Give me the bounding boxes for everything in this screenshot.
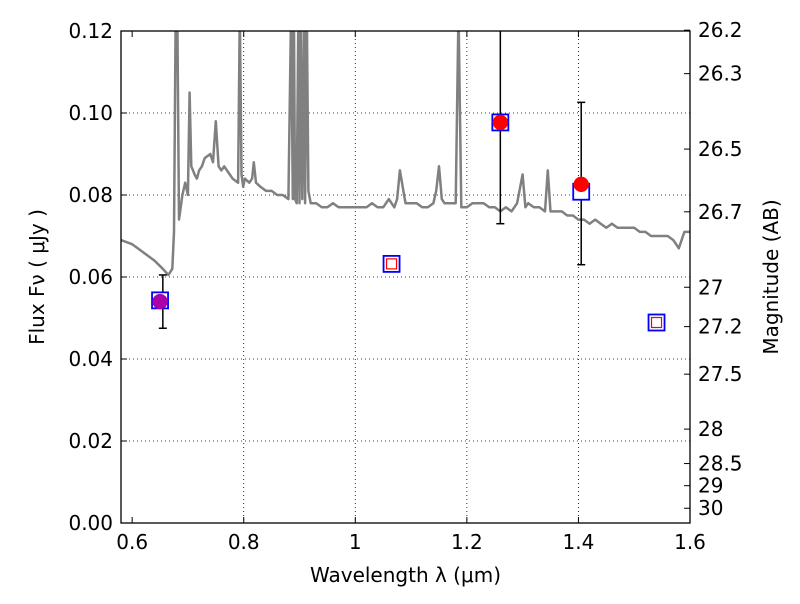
right-tick-label: 26.5 (698, 137, 743, 161)
model-square (650, 316, 663, 329)
photometry-square (382, 254, 401, 273)
y-tick-label: 0.06 (68, 265, 113, 289)
detection-point (152, 293, 168, 310)
right-tick-label: 30 (698, 496, 723, 520)
x-axis-title: Wavelength λ (μm) (310, 563, 501, 587)
photometry-square (647, 313, 666, 332)
right-tick-label: 26.2 (698, 18, 743, 42)
right-tick-label: 29 (698, 474, 723, 498)
model-square (385, 258, 398, 270)
right-tick-label: 27 (698, 275, 723, 299)
y-tick-label: 0.00 (68, 511, 113, 535)
y-tick-label: 0.12 (68, 19, 113, 43)
x-tick-label: 0.6 (116, 530, 148, 554)
right-tick-label: 28.5 (698, 452, 743, 476)
x-tick-label: 1 (349, 530, 362, 554)
right-tick-label: 28 (698, 417, 723, 441)
x-tick-label: 1.6 (674, 530, 706, 554)
x-tick-label: 1.4 (563, 530, 595, 554)
y-tick-label: 0.08 (68, 183, 113, 207)
right-tick-label: 27.5 (698, 362, 743, 386)
y-axis-title: Flux Fν ( μJy ) (25, 209, 49, 345)
detection-point (492, 114, 509, 131)
right-tick-label: 27.2 (698, 315, 743, 339)
grid (121, 31, 690, 523)
detection-point (573, 176, 589, 193)
photometry-markers (151, 113, 666, 332)
right-tick-label: 26.3 (698, 62, 743, 86)
y-tick-label: 0.04 (68, 347, 113, 371)
right-axis-title: Magnitude (AB) (759, 199, 783, 354)
axis-ticks: 0.6 0.8 1 1.2 1.4 1.6 0.00 0.02 0.04 0.06 0.08 0.10… (68, 18, 742, 554)
y-tick-label: 0.02 (68, 429, 113, 453)
x-tick-label: 0.8 (228, 530, 260, 554)
x-tick-label: 1.2 (451, 530, 483, 554)
spectrum-line (121, 31, 690, 277)
y-tick-label: 0.10 (68, 101, 113, 125)
spectrum-layer (121, 31, 690, 277)
right-tick-label: 26.7 (698, 200, 743, 224)
